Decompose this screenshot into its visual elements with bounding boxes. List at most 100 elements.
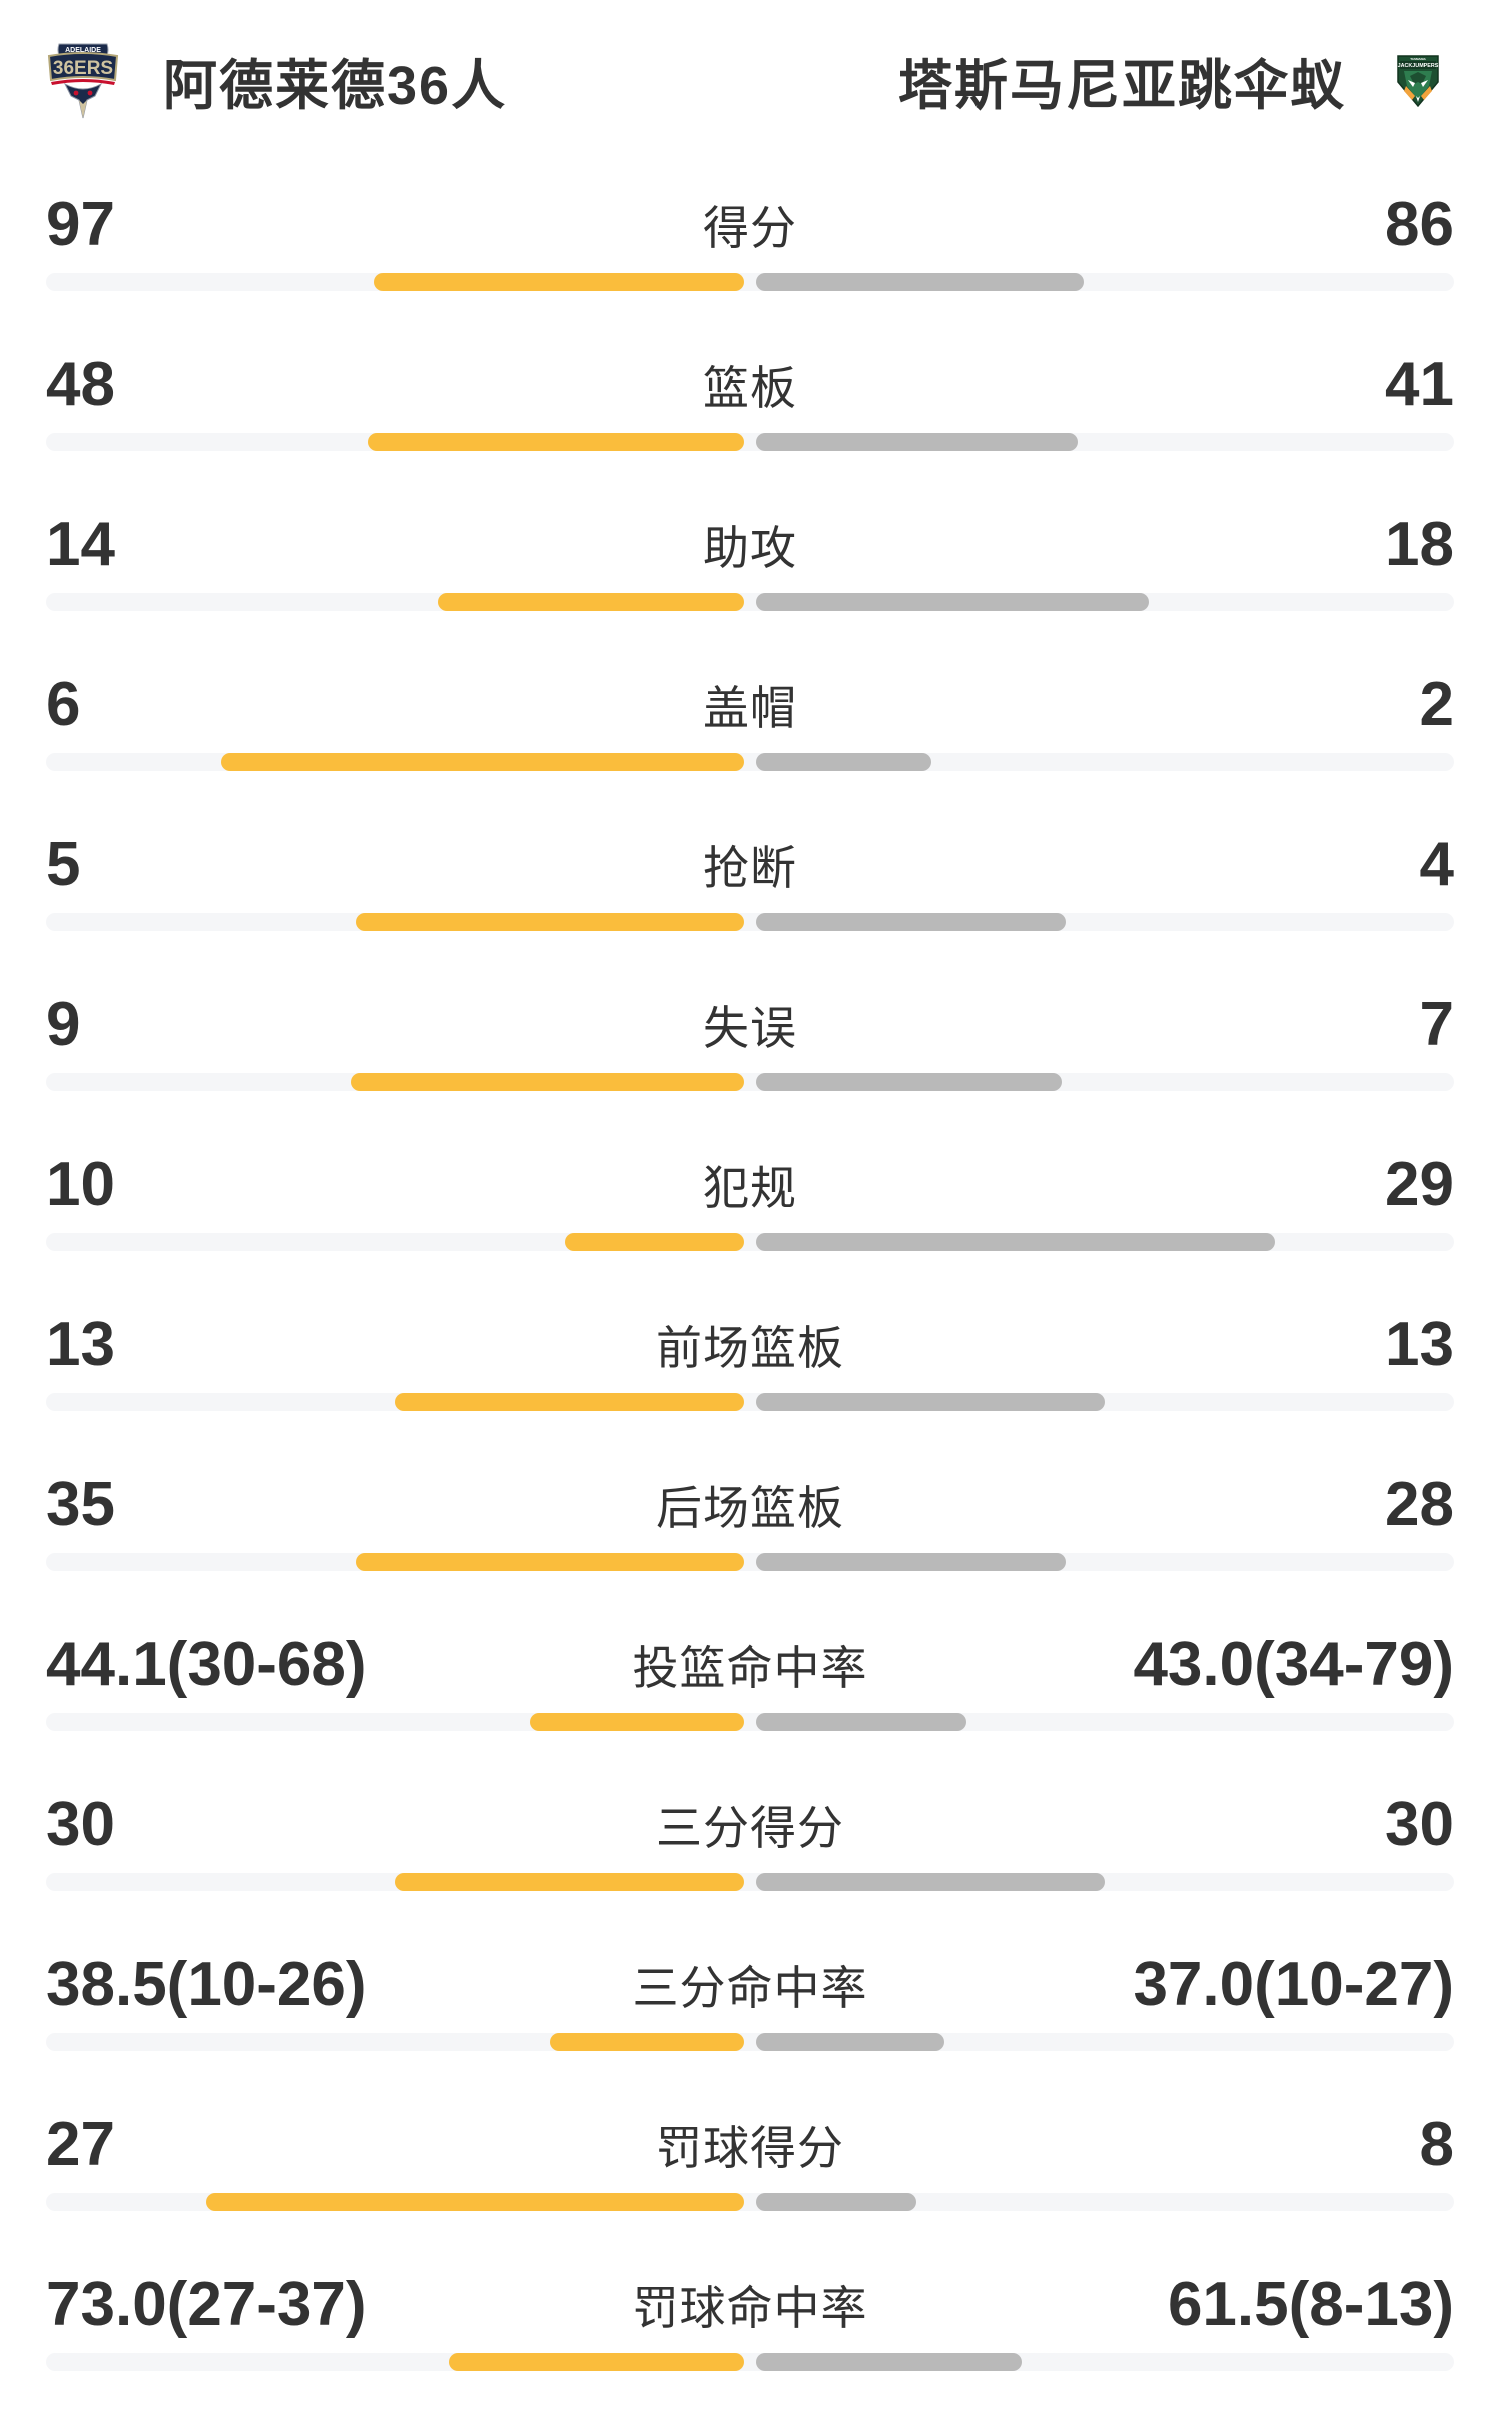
stat-values-line: 27 罚球得分 8	[46, 2114, 1454, 2176]
stat-row: 48 篮板 41	[0, 340, 1500, 500]
jackjumpers-logo-top-text: TASMANIA	[1410, 57, 1426, 61]
away-value: 43.0(34-79)	[1133, 1630, 1454, 1699]
home-value: 38.5(10-26)	[46, 1950, 367, 2019]
stat-row: 30 三分得分 30	[0, 1780, 1500, 1940]
home-bar-area	[46, 273, 744, 291]
home-bar	[355, 1553, 744, 1571]
stat-values-line: 9 失误 7	[46, 994, 1454, 1056]
home-bar	[395, 1873, 744, 1891]
away-bar-area	[756, 593, 1454, 611]
stat-bar-track	[46, 1073, 1454, 1091]
stat-row: 5 抢断 4	[0, 820, 1500, 980]
stat-label: 罚球得分	[656, 2122, 844, 2174]
stat-row: 97 得分 86	[0, 180, 1500, 340]
away-bar-area	[756, 1393, 1454, 1411]
stats-list: 97 得分 86 48 篮板 41	[0, 180, 1500, 2420]
away-team-header: 塔斯马尼亚跳伞蚁 TASMANIA JACKJUMPERS	[898, 40, 1440, 120]
adelaide-36ers-logo-icon: ADELAIDE 36ERS	[47, 43, 119, 119]
stat-label: 助攻	[703, 522, 797, 574]
stat-label: 抢断	[703, 842, 797, 894]
stat-label: 得分	[703, 202, 797, 254]
away-bar-area	[756, 1713, 1454, 1731]
stat-bar-track	[46, 1233, 1454, 1251]
stat-values-line: 6 盖帽 2	[46, 674, 1454, 736]
stat-values-line: 10 犯规 29	[46, 1154, 1454, 1216]
stat-values-line: 73.0(27-37) 罚球命中率 61.5(8-13)	[46, 2274, 1454, 2336]
away-bar-area	[756, 1553, 1454, 1571]
away-bar	[756, 1553, 1066, 1571]
stat-values-line: 48 篮板 41	[46, 354, 1454, 416]
away-bar-area	[756, 1073, 1454, 1091]
stat-label: 前场篮板	[656, 1322, 844, 1374]
home-value: 6	[46, 670, 81, 739]
away-value: 29	[1385, 1150, 1454, 1219]
away-value: 30	[1385, 1790, 1454, 1859]
away-value: 18	[1385, 510, 1454, 579]
away-bar	[756, 2033, 945, 2051]
away-bar	[756, 1873, 1105, 1891]
jackjumpers-logo-main-text: JACKJUMPERS	[1398, 63, 1439, 69]
home-bar-area	[46, 593, 744, 611]
away-bar	[756, 1073, 1062, 1091]
away-bar-area	[756, 753, 1454, 771]
away-bar-area	[756, 2033, 1454, 2051]
stat-row: 35 后场篮板 28	[0, 1460, 1500, 1620]
home-bar-area	[46, 1713, 744, 1731]
stat-values-line: 44.1(30-68) 投篮命中率 43.0(34-79)	[46, 1634, 1454, 1696]
home-bar-area	[46, 2193, 744, 2211]
home-bar	[530, 1713, 744, 1731]
home-value: 13	[46, 1310, 115, 1379]
home-bar	[565, 1233, 744, 1251]
home-bar	[367, 433, 744, 451]
home-value: 48	[46, 350, 115, 419]
home-bar-area	[46, 1073, 744, 1091]
away-bar	[756, 593, 1149, 611]
home-value: 73.0(27-37)	[46, 2270, 367, 2339]
stat-row: 13 前场篮板 13	[0, 1300, 1500, 1460]
home-team-header: ADELAIDE 36ERS 阿德莱德36人	[45, 40, 507, 120]
home-bar-area	[46, 753, 744, 771]
home-bar-area	[46, 2033, 744, 2051]
away-value: 61.5(8-13)	[1167, 2270, 1454, 2339]
home-value: 35	[46, 1470, 115, 1539]
away-bar-area	[756, 433, 1454, 451]
away-team-name: 塔斯马尼亚跳伞蚁	[898, 55, 1346, 116]
away-bar	[756, 433, 1078, 451]
stat-label: 篮板	[703, 362, 797, 414]
stat-label: 后场篮板	[656, 1482, 844, 1534]
away-bar	[756, 753, 931, 771]
stat-row: 44.1(30-68) 投篮命中率 43.0(34-79)	[0, 1620, 1500, 1780]
adelaide-logo-main-text: 36ERS	[53, 58, 113, 79]
stat-values-line: 13 前场篮板 13	[46, 1314, 1454, 1376]
stat-label: 三分得分	[656, 1802, 844, 1854]
away-bar-area	[756, 2353, 1454, 2371]
home-value: 10	[46, 1150, 115, 1219]
stat-bar-track	[46, 2033, 1454, 2051]
stat-bar-track	[46, 273, 1454, 291]
away-value: 13	[1385, 1310, 1454, 1379]
home-value: 30	[46, 1790, 115, 1859]
stat-label: 投篮命中率	[632, 1642, 868, 1694]
stat-row: 14 助攻 18	[0, 500, 1500, 660]
match-stats-header: ADELAIDE 36ERS 阿德莱德36人 塔斯马尼亚跳伞蚁 TASMANIA…	[0, 0, 1500, 180]
away-bar	[756, 273, 1085, 291]
home-bar-area	[46, 1873, 744, 1891]
stat-label: 盖帽	[703, 682, 797, 734]
away-bar	[756, 2353, 1022, 2371]
home-bar	[438, 593, 744, 611]
stat-label: 三分命中率	[632, 1962, 868, 2014]
away-bar	[756, 2193, 916, 2211]
away-value: 41	[1385, 350, 1454, 419]
stat-row: 10 犯规 29	[0, 1140, 1500, 1300]
home-bar-area	[46, 1233, 744, 1251]
stat-values-line: 14 助攻 18	[46, 514, 1454, 576]
stat-label: 失误	[703, 1002, 797, 1054]
stat-bar-track	[46, 1553, 1454, 1571]
stat-row: 73.0(27-37) 罚球命中率 61.5(8-13)	[0, 2260, 1500, 2420]
away-value: 4	[1419, 830, 1454, 899]
home-value: 9	[46, 990, 81, 1059]
stat-row: 27 罚球得分 8	[0, 2100, 1500, 2260]
stat-bar-track	[46, 1393, 1454, 1411]
stat-bar-track	[46, 753, 1454, 771]
away-bar-area	[756, 1233, 1454, 1251]
